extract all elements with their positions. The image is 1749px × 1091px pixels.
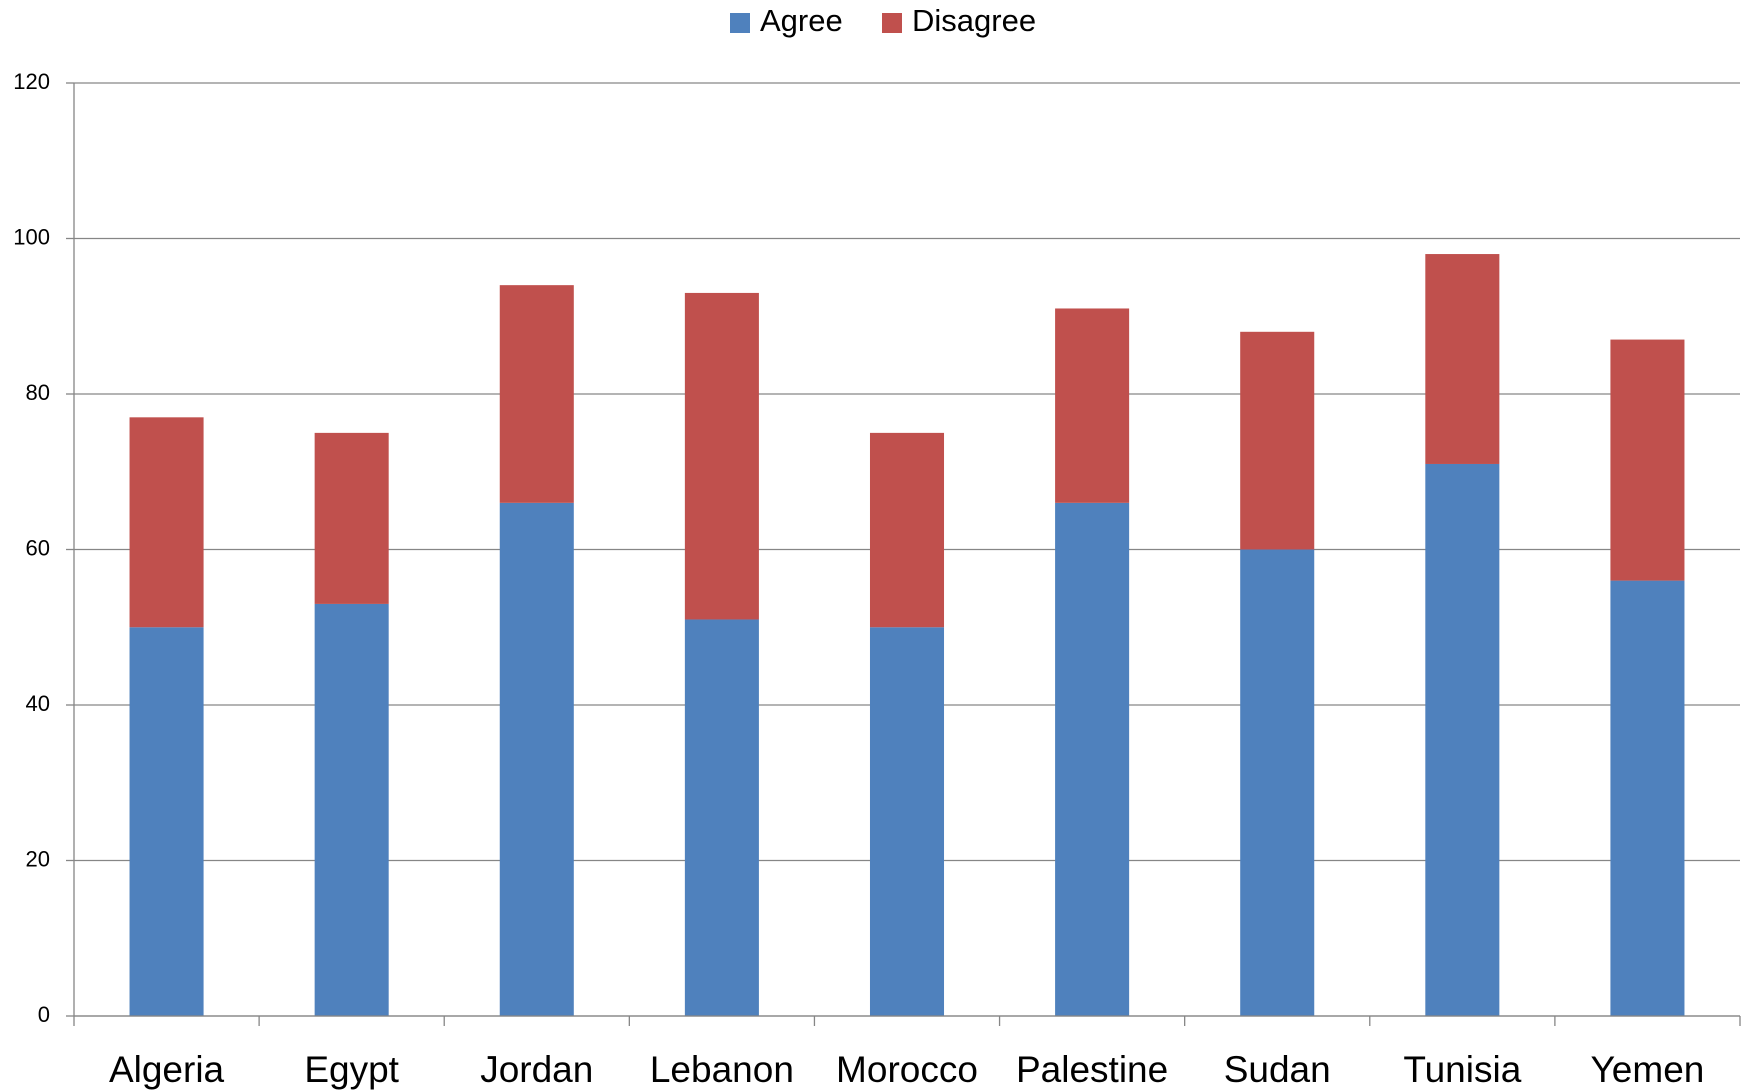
bar-segment (499, 502, 574, 1017)
legend-swatch (882, 13, 902, 33)
x-tick-label: Palestine (1016, 1049, 1168, 1090)
bar-segment (129, 417, 204, 628)
bar-segment (869, 627, 945, 1016)
y-tick-label: 100 (13, 224, 50, 249)
bar-segment (314, 603, 389, 1016)
y-tick-label: 0 (38, 1002, 50, 1027)
bar-segment (499, 285, 574, 503)
x-tick-label: Tunisia (1403, 1049, 1521, 1090)
bar-segment (684, 619, 759, 1016)
bar-segment (1240, 549, 1315, 1016)
bar-segment (1610, 339, 1685, 581)
bar-segment (314, 432, 389, 604)
x-tick-label: Egypt (304, 1049, 399, 1090)
bar-segment (1425, 254, 1500, 464)
x-tick-label: Algeria (109, 1049, 225, 1090)
y-tick-label: 120 (13, 69, 50, 94)
x-tick-label: Morocco (836, 1049, 978, 1090)
y-tick-label: 40 (26, 691, 50, 716)
bar-segment (1425, 463, 1500, 1017)
bar-segment (684, 292, 759, 620)
y-tick-label: 80 (26, 380, 50, 405)
y-tick-label: 60 (26, 535, 50, 560)
x-tick-label: Jordan (480, 1049, 593, 1090)
legend-label: Agree (760, 3, 843, 38)
y-tick-label: 20 (26, 846, 50, 871)
bar-segment (1055, 502, 1130, 1017)
bar-segment (1055, 308, 1130, 503)
x-tick-label: Sudan (1224, 1049, 1331, 1090)
x-tick-label: Lebanon (650, 1049, 794, 1090)
bar-segment (1610, 580, 1685, 1016)
bar-segment (129, 627, 204, 1016)
bar-segment (869, 432, 945, 628)
bar-segment (1240, 331, 1315, 550)
legend-label: Disagree (912, 3, 1036, 38)
legend-swatch (730, 13, 750, 33)
x-tick-label: Yemen (1591, 1049, 1705, 1090)
